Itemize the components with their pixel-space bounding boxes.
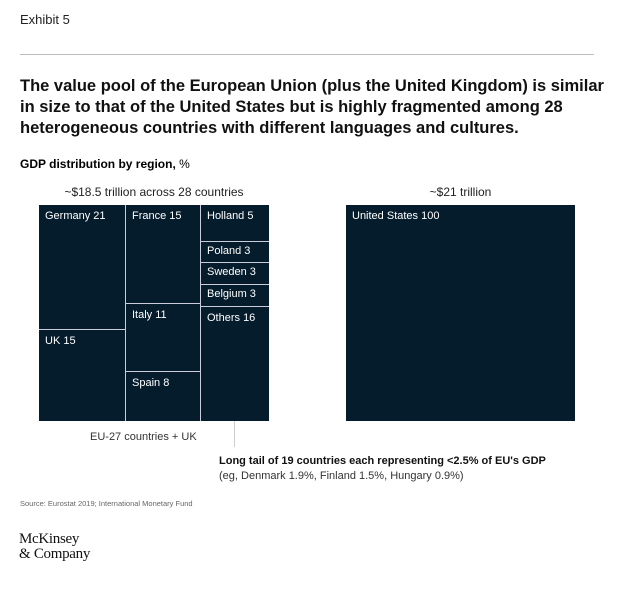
tile-label: UK 15 <box>45 335 76 347</box>
chart-subtitle: GDP distribution by region, % <box>20 157 190 171</box>
us-caption: ~$21 trillion <box>429 185 492 199</box>
treemap-tile-holland: Holland 5 <box>201 205 269 241</box>
eu-treemap: Germany 21 UK 15 France 15 Italy 11 Spain 8 H… <box>39 205 269 421</box>
tile-label: United States 100 <box>352 210 440 222</box>
long-tail-examples: (eg, Denmark 1.9%, Finland 1.5%, Hungary… <box>219 470 464 482</box>
tile-label: Spain 8 <box>132 377 170 389</box>
treemap-tile-united-states: United States 100 <box>346 205 575 421</box>
long-tail-heading: Long tail of 19 countries each represent… <box>219 455 546 467</box>
connector-line <box>234 421 235 447</box>
treemap-tile-france: France 15 <box>126 205 200 303</box>
eu-caption: ~$18.5 trillion across 28 countries <box>64 185 244 199</box>
treemap-tile-italy: Italy 11 <box>126 304 200 371</box>
tile-label: Belgium 3 <box>207 288 256 300</box>
tile-label: Others 16 <box>207 312 256 324</box>
tile-label: Poland 3 <box>207 245 251 257</box>
mckinsey-logo: McKinsey & Company <box>19 532 90 562</box>
divider <box>20 54 594 55</box>
subtitle-unit: % <box>175 157 190 171</box>
treemap-tile-germany: Germany 21 <box>39 205 125 329</box>
treemap-tile-others: Others 16 <box>201 307 269 421</box>
tile-label: Holland 5 <box>207 210 254 222</box>
treemap-tile-belgium: Belgium 3 <box>201 285 269 306</box>
tile-label: France 15 <box>132 210 182 222</box>
tile-label: Sweden 3 <box>207 266 256 278</box>
tile-label: Italy 11 <box>132 309 167 321</box>
source-note: Source: Eurostat 2019; International Mon… <box>20 499 193 508</box>
eu-footer-label: EU-27 countries + UK <box>90 431 197 443</box>
treemap-tile-spain: Spain 8 <box>126 372 200 421</box>
page-title: The value pool of the European Union (pl… <box>20 77 604 137</box>
logo-line-1: McKinsey <box>19 531 80 547</box>
subtitle-main: GDP distribution by region, <box>20 157 176 171</box>
treemap-tile-sweden: Sweden 3 <box>201 263 269 284</box>
logo-line-2: & Company <box>19 546 91 562</box>
treemap-tile-poland: Poland 3 <box>201 242 269 262</box>
tile-label: Germany 21 <box>45 210 106 222</box>
treemap-tile-uk: UK 15 <box>39 330 125 421</box>
exhibit-label: Exhibit 5 <box>20 12 70 27</box>
